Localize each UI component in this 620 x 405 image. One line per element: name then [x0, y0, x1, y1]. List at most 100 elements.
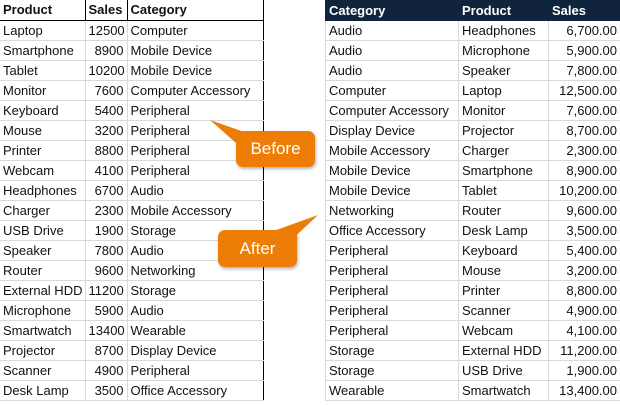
cell[interactable]: 10200	[84, 59, 128, 81]
cell[interactable]: 6700	[84, 179, 128, 201]
cell[interactable]: Storage	[126, 279, 264, 301]
cell[interactable]: 9,600.00	[548, 200, 620, 221]
cell[interactable]: Smartphone	[458, 160, 549, 181]
cell[interactable]: Computer Accessory	[126, 79, 264, 101]
cell[interactable]: Audio	[325, 60, 459, 81]
cell[interactable]: USB Drive	[458, 360, 549, 381]
cell[interactable]: 11200	[84, 279, 128, 301]
cell[interactable]: Mouse	[0, 119, 86, 141]
cell[interactable]: Smartphone	[0, 39, 86, 61]
cell[interactable]: Peripheral	[325, 240, 459, 261]
cell[interactable]: Desk Lamp	[0, 379, 86, 401]
cell[interactable]: Laptop	[0, 19, 86, 41]
cell[interactable]: 1900	[84, 219, 128, 241]
cell[interactable]: Keyboard	[0, 99, 86, 121]
cell[interactable]: 4900	[84, 359, 128, 381]
cell[interactable]: 10,200.00	[548, 180, 620, 201]
cell[interactable]: Webcam	[0, 159, 86, 181]
cell[interactable]: Audio	[126, 179, 264, 201]
cell[interactable]: Router	[458, 200, 549, 221]
cell[interactable]: 5,400.00	[548, 240, 620, 261]
cell[interactable]: Peripheral	[325, 320, 459, 341]
cell[interactable]: Computer	[325, 80, 459, 101]
cell[interactable]: Desk Lamp	[458, 220, 549, 241]
cell[interactable]: 8,900.00	[548, 160, 620, 181]
header-sales[interactable]: Sales	[548, 0, 620, 21]
header-product[interactable]: Product	[0, 0, 86, 21]
cell[interactable]: Peripheral	[325, 300, 459, 321]
cell[interactable]: 4,100.00	[548, 320, 620, 341]
cell[interactable]: Router	[0, 259, 86, 281]
cell[interactable]: Audio	[325, 20, 459, 41]
cell[interactable]: Mobile Device	[325, 180, 459, 201]
cell[interactable]: Charger	[0, 199, 86, 221]
cell[interactable]: Display Device	[325, 120, 459, 141]
cell[interactable]: Office Accessory	[325, 220, 459, 241]
cell[interactable]: 13,400.00	[548, 380, 620, 401]
cell[interactable]: 5,900.00	[548, 40, 620, 61]
cell[interactable]: Keyboard	[458, 240, 549, 261]
cell[interactable]: Printer	[0, 139, 86, 161]
cell[interactable]: 2300	[84, 199, 128, 221]
cell[interactable]: Mobile Accessory	[325, 140, 459, 161]
cell[interactable]: 8800	[84, 139, 128, 161]
cell[interactable]: Peripheral	[325, 260, 459, 281]
cell[interactable]: 13400	[84, 319, 128, 341]
cell[interactable]: Storage	[325, 360, 459, 381]
cell[interactable]: Audio	[126, 299, 264, 321]
cell[interactable]: Peripheral	[126, 359, 264, 381]
cell[interactable]: 8,800.00	[548, 280, 620, 301]
cell[interactable]: Tablet	[0, 59, 86, 81]
cell[interactable]: Mouse	[458, 260, 549, 281]
cell[interactable]: Headphones	[0, 179, 86, 201]
cell[interactable]: Headphones	[458, 20, 549, 41]
cell[interactable]: Peripheral	[126, 99, 264, 121]
cell[interactable]: 7,600.00	[548, 100, 620, 121]
cell[interactable]: 3,200.00	[548, 260, 620, 281]
cell[interactable]: Tablet	[458, 180, 549, 201]
cell[interactable]: Charger	[458, 140, 549, 161]
header-sales[interactable]: Sales	[84, 0, 128, 21]
cell[interactable]: Computer Accessory	[325, 100, 459, 121]
cell[interactable]: Microphone	[0, 299, 86, 321]
cell[interactable]: Display Device	[126, 339, 264, 361]
cell[interactable]: USB Drive	[0, 219, 86, 241]
cell[interactable]: 8700	[84, 339, 128, 361]
cell[interactable]: Speaker	[0, 239, 86, 261]
cell[interactable]: Laptop	[458, 80, 549, 101]
cell[interactable]: Computer	[126, 19, 264, 41]
cell[interactable]: Webcam	[458, 320, 549, 341]
cell[interactable]: External HDD	[458, 340, 549, 361]
cell[interactable]: Mobile Accessory	[126, 199, 264, 221]
cell[interactable]: 8900	[84, 39, 128, 61]
cell[interactable]: Projector	[0, 339, 86, 361]
cell[interactable]: 5900	[84, 299, 128, 321]
cell[interactable]: Scanner	[458, 300, 549, 321]
cell[interactable]: 1,900.00	[548, 360, 620, 381]
cell[interactable]: 12,500.00	[548, 80, 620, 101]
cell[interactable]: 3200	[84, 119, 128, 141]
cell[interactable]: Scanner	[0, 359, 86, 381]
cell[interactable]: Mobile Device	[126, 39, 264, 61]
cell[interactable]: 11,200.00	[548, 340, 620, 361]
cell[interactable]: 4,900.00	[548, 300, 620, 321]
header-category[interactable]: Category	[126, 0, 264, 21]
cell[interactable]: Projector	[458, 120, 549, 141]
cell[interactable]: 7,800.00	[548, 60, 620, 81]
cell[interactable]: 3,500.00	[548, 220, 620, 241]
cell[interactable]: 2,300.00	[548, 140, 620, 161]
cell[interactable]: Mobile Device	[325, 160, 459, 181]
cell[interactable]: Wearable	[126, 319, 264, 341]
cell[interactable]: Speaker	[458, 60, 549, 81]
cell[interactable]: Smartwatch	[458, 380, 549, 401]
cell[interactable]: 8,700.00	[548, 120, 620, 141]
cell[interactable]: 6,700.00	[548, 20, 620, 41]
cell[interactable]: 4100	[84, 159, 128, 181]
cell[interactable]: Mobile Device	[126, 59, 264, 81]
cell[interactable]: 5400	[84, 99, 128, 121]
cell[interactable]: Audio	[325, 40, 459, 61]
cell[interactable]: Peripheral	[325, 280, 459, 301]
cell[interactable]: Storage	[325, 340, 459, 361]
cell[interactable]: Smartwatch	[0, 319, 86, 341]
cell[interactable]: 9600	[84, 259, 128, 281]
